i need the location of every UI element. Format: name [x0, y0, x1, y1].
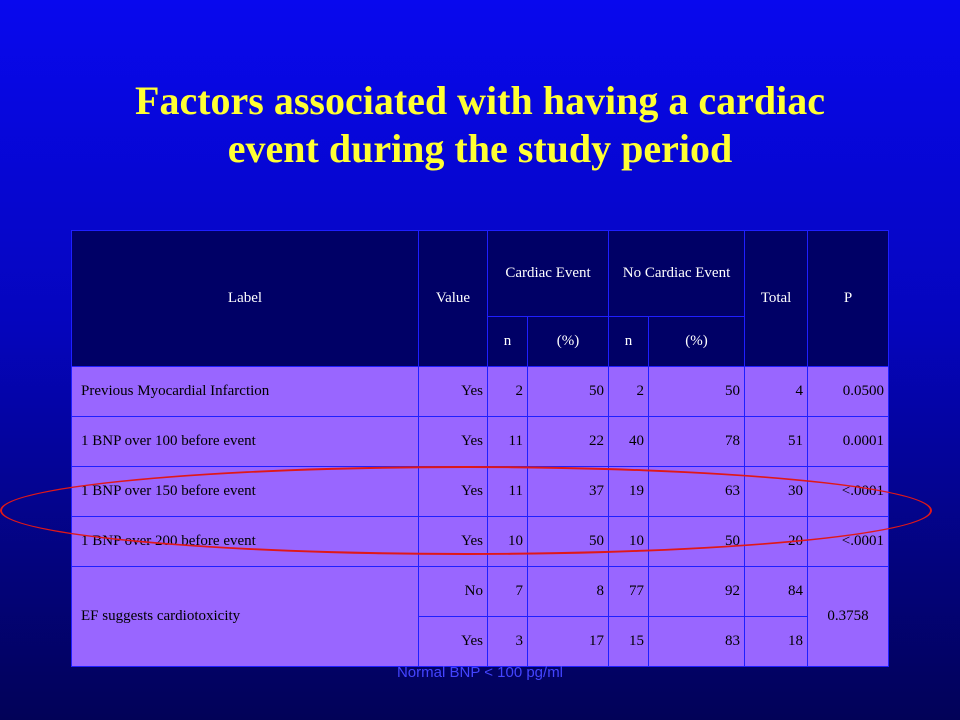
row-total: 18: [744, 616, 809, 667]
row-cardiac-n: 2: [487, 366, 528, 417]
row-no-cardiac-pct: 83: [648, 616, 746, 667]
header-cardiac-n: n: [487, 316, 528, 367]
table-subheader-row: n (%) n (%): [72, 316, 889, 367]
row-label: 1 BNP over 200 before event: [71, 516, 419, 567]
row-total: 84: [744, 566, 809, 617]
row-cardiac-n: 7: [487, 566, 528, 617]
row-no-cardiac-pct: 78: [648, 416, 746, 467]
header-p: P: [807, 230, 890, 367]
row-no-cardiac-pct: 63: [648, 466, 746, 517]
row-value: No: [418, 566, 488, 617]
row-no-cardiac-pct: 50: [648, 366, 746, 417]
row-no-cardiac-n: 10: [608, 516, 650, 567]
row-no-cardiac-n: 19: [608, 466, 650, 517]
header-cardiac-pct: (%): [526, 316, 610, 367]
table-row: EF suggests cardiotoxicity No 7 8 77 92 …: [71, 566, 890, 667]
slide-title-line-1: Factors associated with having a cardiac: [135, 78, 825, 123]
slide-title-line-2: event during the study period: [227, 126, 733, 171]
row-cardiac-n: 3: [487, 616, 528, 667]
row-cardiac-pct: 8: [526, 566, 610, 617]
table-row: Yes 3 17 15 83 18: [72, 616, 889, 667]
row-cardiac-pct: 22: [526, 416, 610, 467]
row-total: 4: [744, 366, 809, 417]
row-total: 20: [744, 516, 809, 567]
table-row: 1 BNP over 100 before event Yes 11 22 40…: [71, 416, 890, 467]
row-label: 1 BNP over 100 before event: [71, 416, 419, 467]
row-p: 0.0001: [807, 416, 890, 467]
header-value: Value: [418, 230, 488, 367]
header-no-cardiac-event: No Cardiac Event: [608, 230, 746, 317]
row-cardiac-pct: 50: [526, 516, 610, 567]
row-no-cardiac-pct: 92: [648, 566, 746, 617]
header-total: Total: [744, 230, 809, 367]
row-cardiac-pct: 17: [526, 616, 610, 667]
row-no-cardiac-pct: 50: [648, 516, 746, 567]
group-p: 0.3758: [807, 566, 890, 667]
row-no-cardiac-n: 15: [608, 616, 650, 667]
table-row: Previous Myocardial Infarction Yes 2 50 …: [71, 366, 890, 417]
cardiac-event-table: Label Value Cardiac Event No Cardiac Eve…: [71, 230, 890, 667]
row-p: 0.0500: [807, 366, 890, 417]
row-total: 30: [744, 466, 809, 517]
row-value: Yes: [418, 516, 488, 567]
row-p: <.0001: [807, 466, 890, 517]
footnote: Normal BNP < 100 pg/ml: [396, 664, 564, 681]
table-header-row: Label Value Cardiac Event No Cardiac Eve…: [71, 230, 890, 367]
row-total: 51: [744, 416, 809, 467]
table-row: 1 BNP over 200 before event Yes 10 50 10…: [71, 516, 890, 567]
row-no-cardiac-n: 77: [608, 566, 650, 617]
row-cardiac-pct: 37: [526, 466, 610, 517]
row-p: <.0001: [807, 516, 890, 567]
header-cardiac-event: Cardiac Event: [486, 230, 610, 317]
row-cardiac-pct: 50: [526, 366, 610, 417]
row-cardiac-n: 11: [487, 466, 528, 517]
row-value: Yes: [418, 416, 488, 467]
header-no-cardiac-pct: (%): [648, 316, 746, 367]
group-label: EF suggests cardiotoxicity: [71, 566, 419, 667]
row-value: Yes: [418, 616, 488, 667]
row-value: Yes: [418, 466, 488, 517]
row-cardiac-n: 11: [487, 416, 528, 467]
row-no-cardiac-n: 40: [608, 416, 650, 467]
header-no-cardiac-n: n: [608, 316, 650, 367]
row-no-cardiac-n: 2: [608, 366, 650, 417]
row-label: Previous Myocardial Infarction: [71, 366, 419, 417]
row-value: Yes: [418, 366, 488, 417]
table-row-highlighted: 1 BNP over 150 before event Yes 11 37 19…: [71, 466, 890, 517]
header-label: Label: [71, 230, 419, 367]
slide-title: Factors associated with having a cardiac…: [40, 77, 920, 173]
row-label: 1 BNP over 150 before event: [71, 466, 419, 517]
row-cardiac-n: 10: [487, 516, 528, 567]
